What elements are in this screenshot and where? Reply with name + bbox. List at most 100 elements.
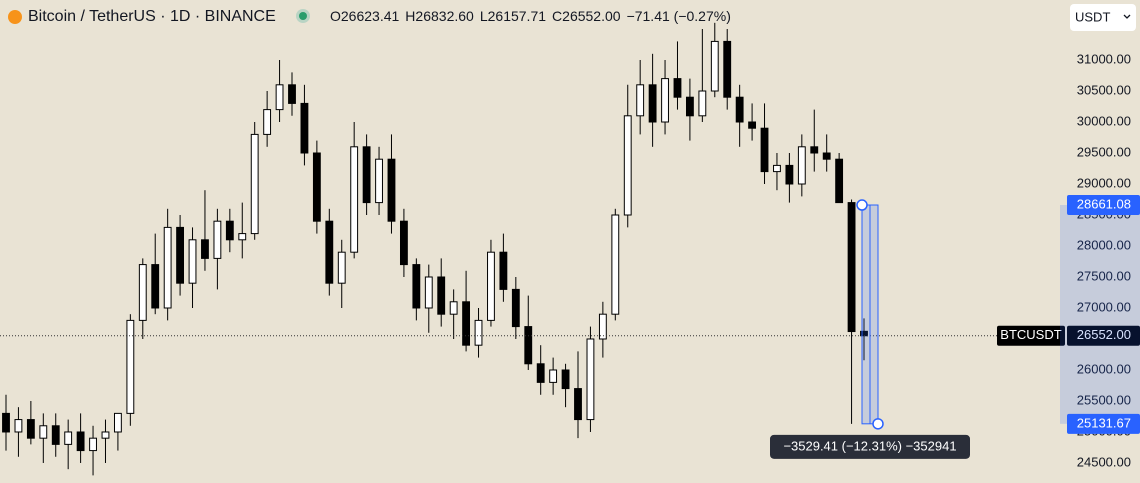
candle-body <box>14 419 23 433</box>
candle-body <box>2 412 10 433</box>
measure-price-box <box>1067 195 1140 216</box>
axis-range-band <box>1060 205 1140 424</box>
candle-body <box>748 121 757 129</box>
y-tick-label: 30500.00 <box>1077 82 1131 97</box>
candle-body <box>524 326 533 365</box>
candle-body <box>462 301 471 346</box>
candle-body <box>399 220 408 266</box>
candle-body <box>735 96 744 123</box>
candle-body <box>176 226 185 284</box>
candle-body <box>797 146 806 185</box>
candle-body <box>300 102 309 154</box>
candle-body <box>201 239 209 259</box>
symbol-label: BTCUSDT <box>1000 327 1061 342</box>
candle-body <box>661 78 669 123</box>
candle-body <box>188 239 197 284</box>
candle-body <box>822 152 831 160</box>
coin-icon <box>8 10 22 24</box>
candle-body <box>39 425 48 439</box>
candle-body <box>238 233 247 241</box>
measure-price-box <box>1067 413 1140 434</box>
candle-body <box>138 264 147 321</box>
ohlc-key: C <box>552 8 562 24</box>
y-tick-label: 27500.00 <box>1077 268 1131 283</box>
currency-label[interactable]: USDT <box>1075 9 1110 24</box>
candle-body <box>387 158 396 222</box>
chart-title: Bitcoin / TetherUS · 1D · BINANCE <box>28 8 276 25</box>
candle-body <box>76 431 85 452</box>
ohlc-header: O26623.41 H26832.60 L26157.71 C26552.00 −71.… <box>330 8 731 24</box>
measure-info-box <box>770 434 970 459</box>
ohlc-value: 26832.60 <box>415 8 474 24</box>
candle-body <box>536 363 545 383</box>
measure-handle <box>872 418 884 430</box>
candle-body <box>275 84 284 111</box>
candle-body <box>511 288 520 328</box>
y-tick-label: 28000.00 <box>1077 237 1131 252</box>
candle-body <box>710 40 719 92</box>
y-tick-label: 29000.00 <box>1077 175 1131 190</box>
currency-select[interactable] <box>1070 4 1136 31</box>
candle-body <box>847 202 856 333</box>
candle-body <box>151 264 160 309</box>
measure-handle <box>856 199 868 211</box>
candle-body <box>325 220 334 284</box>
candle-body <box>760 127 769 173</box>
change: −71.41 (−0.27%) <box>627 8 731 24</box>
candle-body <box>312 152 321 222</box>
candle-body <box>474 319 483 346</box>
candle-body <box>375 158 383 204</box>
ohlc-key: L <box>480 8 488 24</box>
candle-body <box>561 369 570 390</box>
candle-body <box>723 40 732 98</box>
candle-body <box>685 96 694 117</box>
measure-info: −3529.41 (−12.31%) −352941 <box>783 438 956 453</box>
candle-body <box>773 164 781 173</box>
candle-body <box>598 313 607 340</box>
candle-body <box>163 226 172 309</box>
candle-body <box>698 90 707 117</box>
candle-body <box>835 158 844 204</box>
chevron[interactable] <box>1123 14 1131 19</box>
measure-price-label: 28661.08 <box>1077 196 1131 211</box>
candle-body <box>113 412 122 433</box>
ohlc-value: 26157.71 <box>488 8 547 24</box>
candle-body <box>362 146 371 204</box>
candle-body <box>611 214 620 315</box>
candle-body <box>263 109 272 135</box>
candle-body <box>64 431 73 445</box>
candle-body <box>350 146 359 253</box>
candle-body <box>449 301 458 315</box>
candle-body <box>101 431 110 439</box>
candle-body <box>126 319 135 414</box>
candle-body <box>648 84 657 123</box>
plot: 31000.00 30500.00 30000.00 29500.00 29000.00… <box>0 22 1140 476</box>
ohlc-key: H <box>405 8 415 24</box>
symbol-box <box>997 325 1065 346</box>
y-tick-label: 25500.00 <box>1077 392 1131 407</box>
price-label: 26552.00 <box>1077 327 1131 342</box>
candle-body <box>673 78 682 98</box>
y-tick-label: 31000.00 <box>1077 51 1131 66</box>
ohlc-value: 26552.00 <box>562 8 621 24</box>
candle-body <box>288 84 296 104</box>
candle-body <box>250 133 259 235</box>
candle-body <box>337 251 346 284</box>
candle-body <box>810 146 819 154</box>
candle-body <box>89 437 97 452</box>
candle-body <box>424 276 433 309</box>
status-dot <box>299 12 307 20</box>
measure-price-label: 25131.67 <box>1077 415 1131 430</box>
y-tick-label: 27000.00 <box>1077 299 1131 314</box>
y-tick-label: 29500.00 <box>1077 144 1131 159</box>
candle-body <box>636 84 645 117</box>
candle-body <box>785 164 794 185</box>
candle-body <box>225 220 234 241</box>
candle-body <box>549 369 558 383</box>
y-tick-label: 26000.00 <box>1077 361 1131 376</box>
candle-body <box>412 264 421 309</box>
candle-body <box>213 220 222 259</box>
candle-body <box>26 419 35 439</box>
